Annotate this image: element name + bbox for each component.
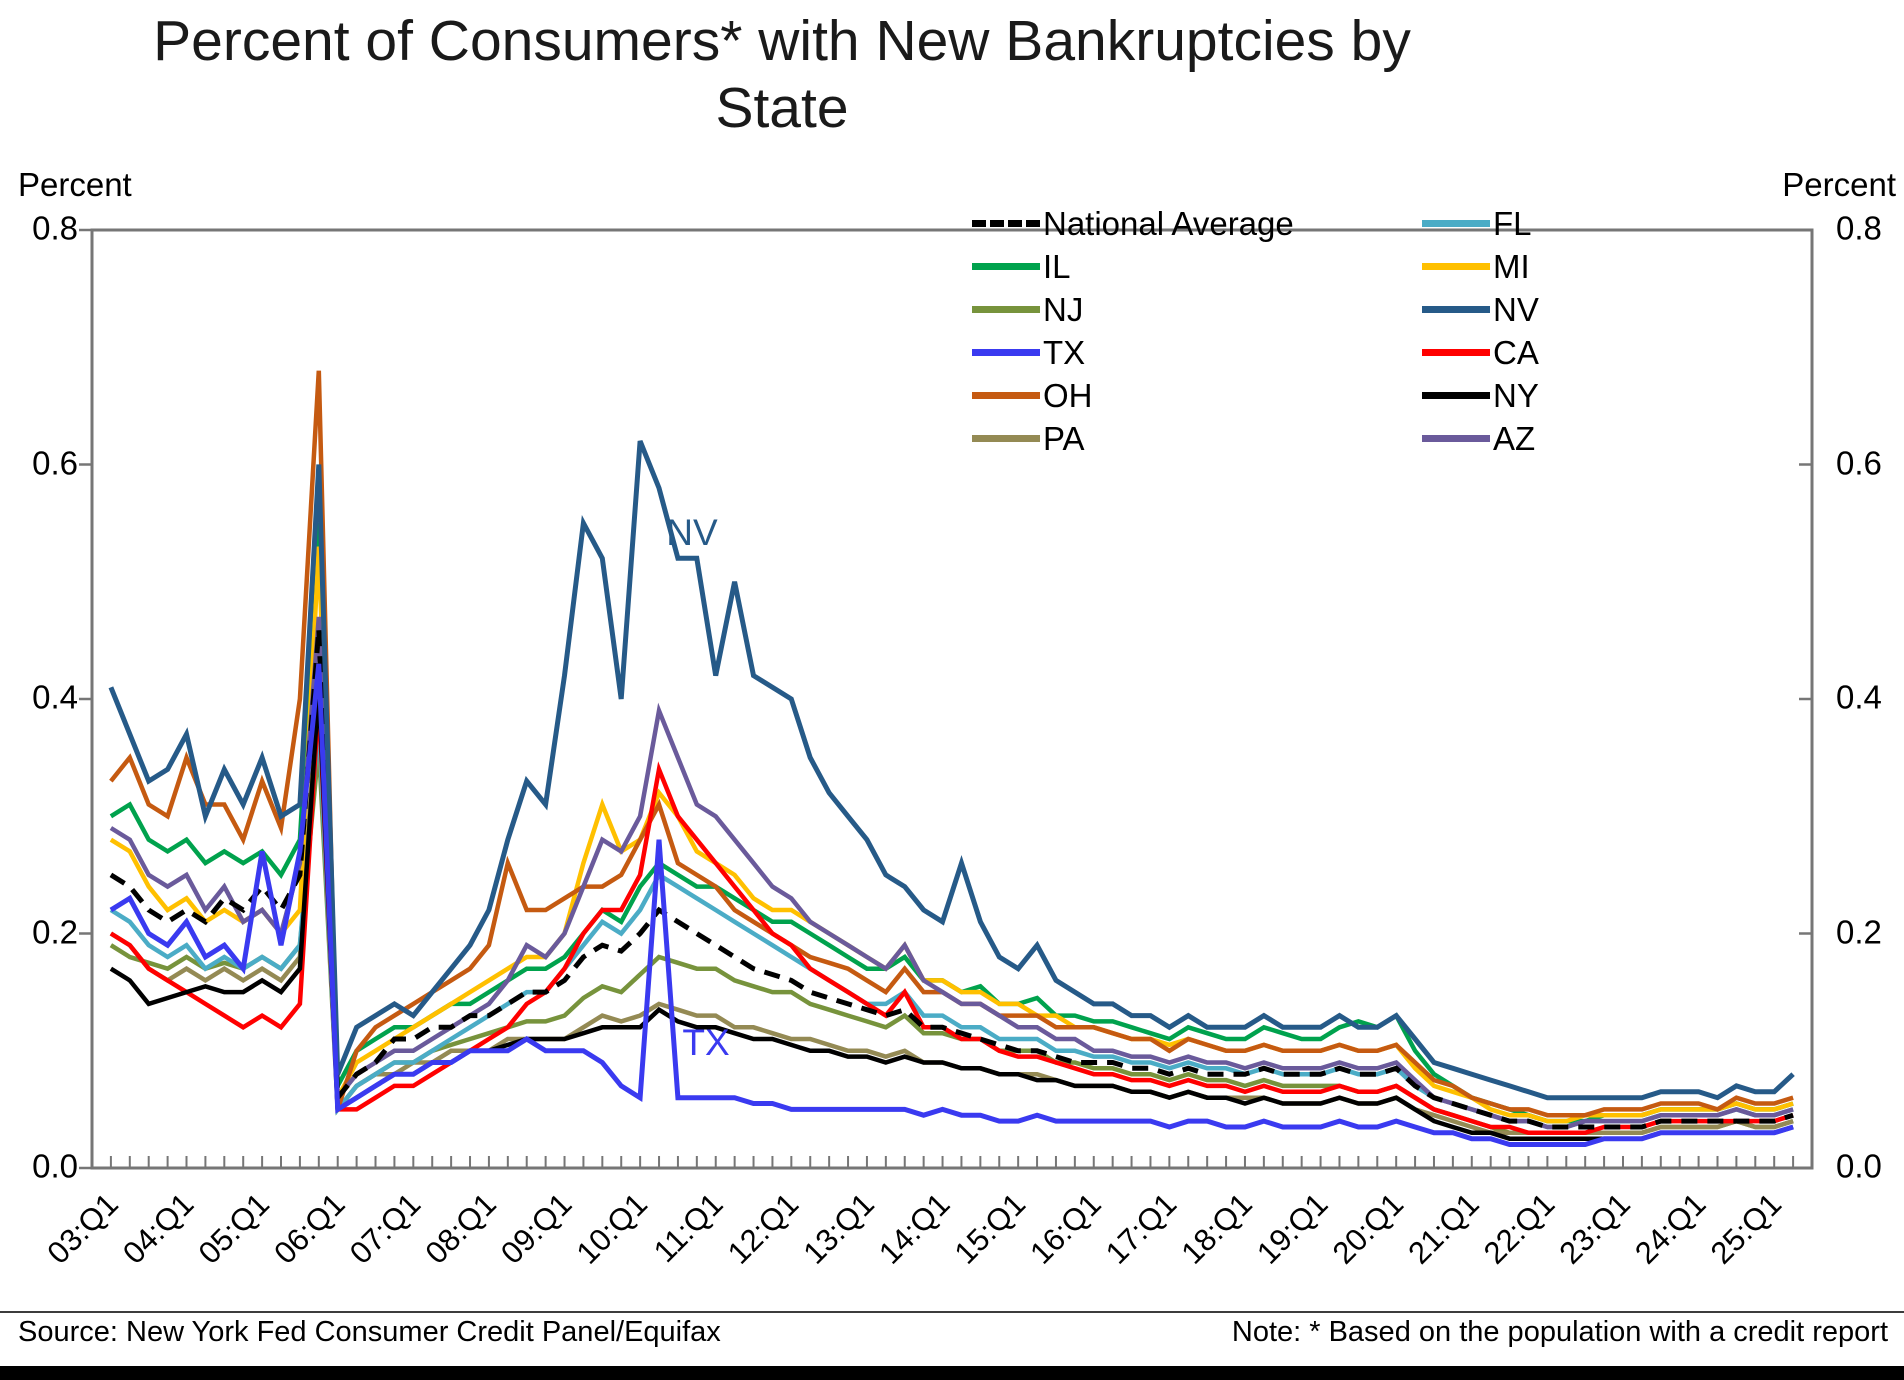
x-tick-label: 14:Q1 bbox=[872, 1186, 956, 1270]
legend-label: NY bbox=[1493, 376, 1539, 414]
x-tick-label: 10:Q1 bbox=[570, 1186, 654, 1270]
y-tick-label: 0.6 bbox=[32, 443, 78, 481]
series-line-nj bbox=[109, 745, 1794, 1136]
x-tick-label: 04:Q1 bbox=[116, 1186, 200, 1270]
legend-item-national-average: National Average bbox=[972, 202, 1422, 245]
series-line-national-average bbox=[109, 628, 1794, 1130]
annotation-nv: NV bbox=[666, 512, 718, 553]
x-tick-label: 05:Q1 bbox=[192, 1186, 276, 1270]
legend-swatch bbox=[1422, 306, 1490, 313]
legend-swatch bbox=[972, 349, 1040, 356]
y-tick-label: 0.8 bbox=[32, 209, 78, 247]
legend-label: TX bbox=[1043, 333, 1086, 371]
legend-item-nv: NV bbox=[1422, 288, 1539, 331]
x-tick-label: 16:Q1 bbox=[1023, 1186, 1107, 1270]
x-tick-label: 25:Q1 bbox=[1704, 1186, 1788, 1270]
legend-item-ca: CA bbox=[1422, 331, 1539, 374]
legend-label: NJ bbox=[1043, 290, 1084, 328]
y-tick-label: 0.2 bbox=[32, 912, 78, 950]
legend-swatch bbox=[1422, 349, 1490, 356]
legend-item-mi: MI bbox=[1422, 245, 1539, 288]
legend-label: OH bbox=[1043, 376, 1093, 414]
legend: National Average FL IL MI NJ NV TX CA OH NY PA AZ bbox=[972, 202, 1539, 460]
y-tick-label: 0.4 bbox=[32, 678, 78, 716]
legend-label: NV bbox=[1493, 290, 1539, 328]
chart-title: Percent of Consumers* with New Bankruptc… bbox=[0, 8, 1564, 143]
legend-label: FL bbox=[1493, 204, 1532, 242]
legend-item-az: AZ bbox=[1422, 417, 1539, 460]
legend-swatch bbox=[972, 220, 1040, 227]
series-line-nv bbox=[108, 440, 1795, 1101]
legend-label: PA bbox=[1043, 419, 1085, 457]
x-tick-label: 09:Q1 bbox=[494, 1186, 578, 1270]
legend-swatch bbox=[972, 392, 1040, 399]
y-tick-label: 0.0 bbox=[32, 1147, 78, 1185]
x-tick-label: 18:Q1 bbox=[1174, 1186, 1258, 1270]
x-tick-label: 17:Q1 bbox=[1099, 1186, 1183, 1270]
legend-item-nj: NJ bbox=[972, 288, 1422, 331]
y-axis-unit-right: Percent bbox=[1782, 166, 1896, 203]
legend-swatch bbox=[1422, 263, 1490, 270]
chart-title-line1: Percent of Consumers* with New Bankruptc… bbox=[153, 9, 1411, 73]
x-tick-label: 19:Q1 bbox=[1250, 1186, 1334, 1270]
legend-swatch bbox=[972, 306, 1040, 313]
legend-swatch bbox=[1422, 435, 1490, 442]
y-tick-label: 0.0 bbox=[1836, 1147, 1882, 1185]
legend-item-fl: FL bbox=[1422, 202, 1539, 245]
legend-label: National Average bbox=[1043, 204, 1294, 242]
x-tick-label: 15:Q1 bbox=[948, 1186, 1032, 1270]
footer-divider bbox=[0, 1311, 1904, 1313]
x-tick-label: 20:Q1 bbox=[1326, 1186, 1410, 1270]
footer-note: Note: * Based on the population with a c… bbox=[1231, 1316, 1888, 1348]
legend-swatch bbox=[1422, 392, 1490, 399]
legend-swatch bbox=[972, 263, 1040, 270]
x-tick-label: 21:Q1 bbox=[1401, 1186, 1485, 1270]
legend-item-pa: PA bbox=[972, 417, 1422, 460]
x-tick-label: 13:Q1 bbox=[796, 1186, 880, 1270]
x-tick-label: 23:Q1 bbox=[1552, 1186, 1636, 1270]
chart-title-line2: State bbox=[715, 76, 849, 141]
legend-label: IL bbox=[1043, 247, 1071, 285]
legend-swatch bbox=[972, 435, 1040, 442]
legend-swatch bbox=[1422, 220, 1490, 227]
legend-item-oh: OH bbox=[972, 374, 1422, 417]
x-tick-label: 11:Q1 bbox=[647, 1186, 730, 1269]
footer-source: Source: New York Fed Consumer Credit Pan… bbox=[18, 1316, 721, 1348]
legend-item-il: IL bbox=[972, 245, 1422, 288]
series-line-az bbox=[109, 616, 1794, 1130]
legend-label: CA bbox=[1493, 333, 1539, 371]
x-tick-label: 06:Q1 bbox=[267, 1186, 351, 1270]
x-tick-label: 24:Q1 bbox=[1628, 1186, 1712, 1270]
x-tick-label: 12:Q1 bbox=[721, 1186, 805, 1270]
series-line-ca bbox=[109, 698, 1794, 1136]
bottom-bar bbox=[0, 1366, 1904, 1380]
x-tick-label: 07:Q1 bbox=[343, 1186, 427, 1270]
series-line-tx bbox=[109, 663, 1794, 1147]
series-line-oh bbox=[109, 370, 1794, 1118]
annotation-tx: TX bbox=[682, 1022, 730, 1063]
plot-border bbox=[90, 228, 1814, 1170]
y-tick-label: 0.4 bbox=[1836, 678, 1882, 716]
legend-item-ny: NY bbox=[1422, 374, 1539, 417]
legend-label: MI bbox=[1493, 247, 1530, 285]
y-tick-label: 0.8 bbox=[1836, 209, 1882, 247]
y-axis-unit-left: Percent bbox=[18, 166, 132, 203]
x-tick-label: 08:Q1 bbox=[418, 1186, 502, 1270]
legend-label: AZ bbox=[1493, 419, 1536, 457]
x-tick-label: 22:Q1 bbox=[1477, 1186, 1561, 1270]
y-tick-label: 0.2 bbox=[1836, 912, 1882, 950]
x-tick-label: 03:Q1 bbox=[40, 1186, 124, 1270]
legend-item-tx: TX bbox=[972, 331, 1422, 374]
y-tick-label: 0.6 bbox=[1836, 443, 1882, 481]
